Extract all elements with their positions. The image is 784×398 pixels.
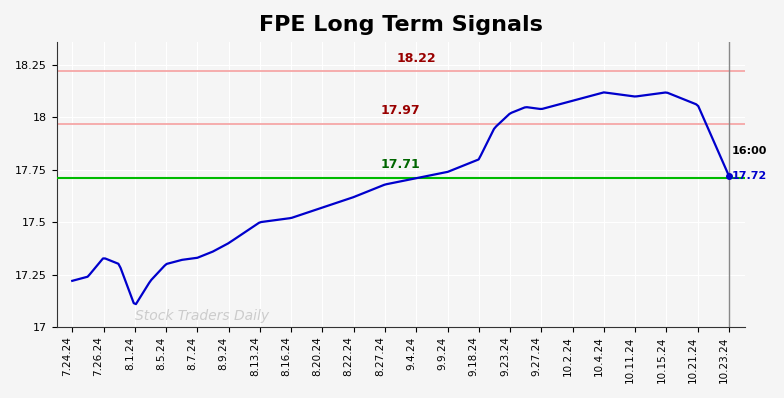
- Text: 17.71: 17.71: [381, 158, 420, 171]
- Text: 17.97: 17.97: [381, 105, 420, 117]
- Text: 16:00: 16:00: [732, 146, 768, 156]
- Title: FPE Long Term Signals: FPE Long Term Signals: [259, 15, 543, 35]
- Text: 18.22: 18.22: [397, 52, 436, 65]
- Text: Stock Traders Daily: Stock Traders Daily: [135, 309, 269, 323]
- Text: 17.72: 17.72: [732, 171, 768, 181]
